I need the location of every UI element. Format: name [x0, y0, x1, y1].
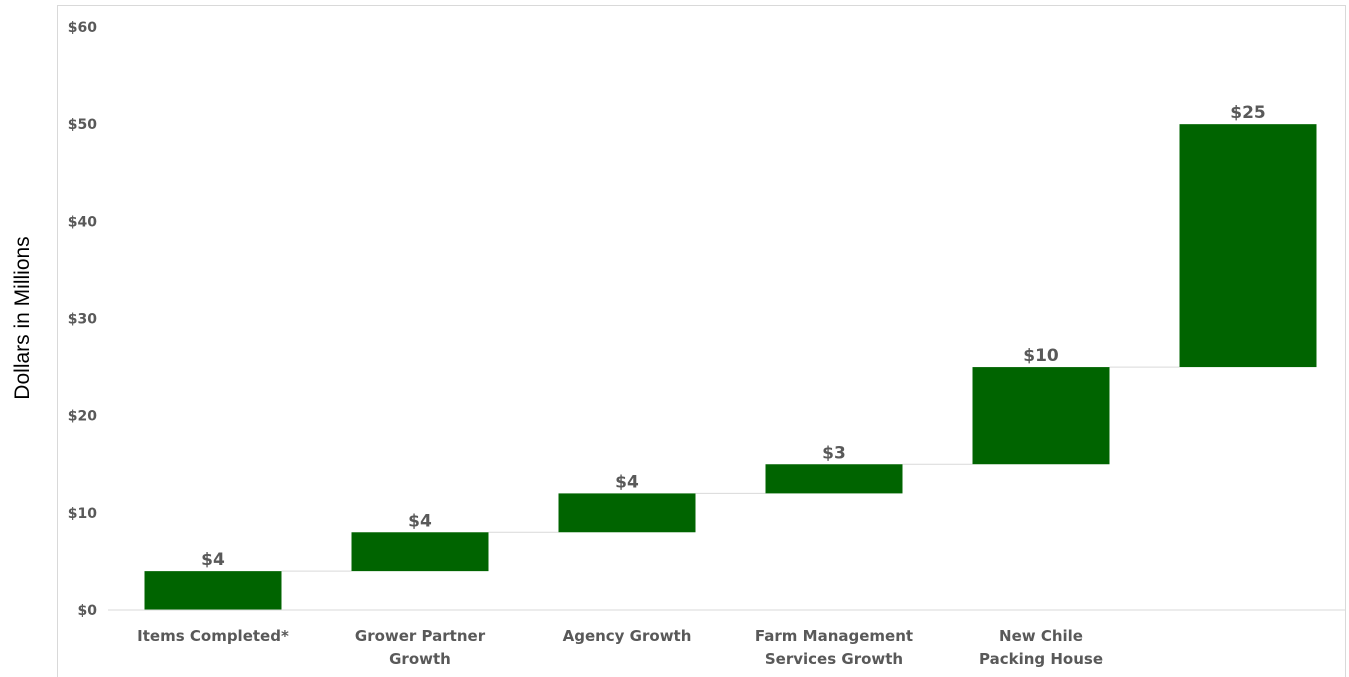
category-label: Items Completed*	[137, 627, 289, 645]
category-label: Agency Growth	[563, 627, 692, 645]
data-label: $10	[1023, 346, 1059, 366]
category-label: Grower Partner	[355, 627, 486, 645]
category-label: Packing House	[979, 650, 1103, 668]
waterfall-bar	[1179, 124, 1317, 368]
y-tick-label: $20	[68, 409, 97, 425]
y-tick-label: $50	[68, 117, 97, 133]
y-tick-label: $60	[68, 20, 97, 36]
data-label: $4	[615, 472, 639, 492]
bars	[144, 124, 1317, 610]
data-label: $4	[201, 550, 225, 570]
waterfall-bar	[144, 571, 282, 610]
y-axis-ticks: $0 $10 $20 $30 $40 $50 $60	[68, 20, 97, 619]
y-tick-label: $40	[68, 214, 97, 230]
category-label: Farm Management	[755, 627, 913, 645]
waterfall-bar	[765, 464, 903, 494]
category-label: Growth	[389, 650, 451, 668]
waterfall-bar	[558, 493, 696, 533]
category-labels: Items Completed* Grower Partner Growth Agen…	[137, 627, 1103, 668]
data-labels: $4 $4 $4 $3 $10 $25	[201, 103, 1266, 570]
y-tick-label: $0	[78, 603, 98, 619]
chart-frame	[57, 5, 1346, 677]
category-label: New Chile	[999, 627, 1083, 645]
data-label: $25	[1230, 103, 1266, 123]
y-tick-label: $30	[68, 312, 97, 328]
waterfall-bar	[972, 367, 1110, 465]
y-tick-label: $10	[68, 506, 97, 522]
data-label: $4	[408, 511, 432, 531]
waterfall-bar	[351, 532, 489, 572]
connector-lines	[281, 366, 1180, 572]
category-label: Services Growth	[765, 650, 903, 668]
data-label: $3	[822, 443, 846, 463]
